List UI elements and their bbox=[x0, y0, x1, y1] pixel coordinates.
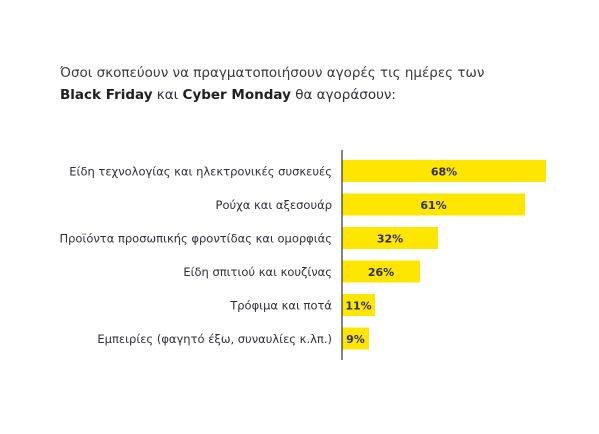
bar-5 bbox=[342, 294, 375, 316]
chart-title-line-1: Όσοι σκοπεύουν να πραγματοποιήσουν αγορέ… bbox=[60, 65, 485, 81]
chart-title: Όσοι σκοπεύουν να πραγματοποιήσουν αγορέ… bbox=[60, 62, 560, 106]
category-label-2: Ρούχα και αξεσουάρ bbox=[216, 198, 332, 212]
category-label-5: Τρόφιμα και ποτά bbox=[229, 299, 332, 313]
value-label-3: 32% bbox=[377, 233, 403, 246]
cyber-monday-label: Cyber Monday bbox=[182, 87, 291, 103]
bar-1 bbox=[342, 160, 546, 182]
category-label-3: Προϊόντα προσωπικής φροντίδας και ομορφι… bbox=[59, 232, 332, 246]
bar-4 bbox=[342, 260, 420, 283]
bar-2 bbox=[342, 193, 525, 216]
title-rest: θα αγοράσουν: bbox=[290, 87, 396, 103]
title-conjunction: και bbox=[152, 87, 183, 103]
value-label-6: 9% bbox=[346, 333, 365, 346]
category-label-4: Είδη σπιτιού και κουζίνας bbox=[183, 265, 332, 279]
black-friday-label: Black Friday bbox=[60, 87, 153, 103]
category-label-1: Είδη τεχνολογίας και ηλεκτρονικές συσκευ… bbox=[69, 165, 332, 179]
chart-title-line-2: Black Friday και Cyber Monday θα αγοράσο… bbox=[60, 84, 560, 106]
category-label-6: Εμπειρίες (φαγητό έξω, συναυλίες κ.λπ.) bbox=[97, 332, 332, 346]
value-label-4: 26% bbox=[368, 266, 394, 279]
value-label-2: 61% bbox=[420, 199, 446, 212]
value-label-1: 68% bbox=[431, 166, 457, 179]
bar-6 bbox=[342, 327, 369, 350]
value-label-5: 11% bbox=[345, 300, 371, 313]
bar-3 bbox=[342, 227, 438, 249]
